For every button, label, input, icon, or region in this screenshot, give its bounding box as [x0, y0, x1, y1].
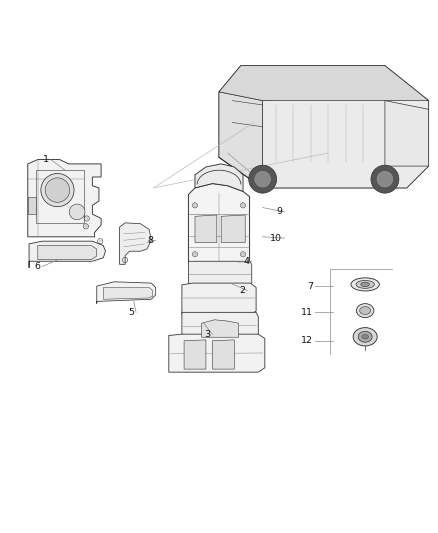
Polygon shape [188, 183, 250, 262]
Circle shape [371, 165, 399, 193]
Ellipse shape [358, 332, 372, 342]
Ellipse shape [351, 278, 379, 291]
Polygon shape [219, 66, 428, 101]
Circle shape [45, 178, 70, 203]
Circle shape [192, 252, 198, 257]
Text: 9: 9 [276, 207, 283, 216]
Text: 7: 7 [307, 281, 313, 290]
Text: 3: 3 [204, 330, 210, 338]
Ellipse shape [353, 328, 377, 346]
Polygon shape [212, 340, 234, 369]
Polygon shape [29, 241, 106, 268]
Polygon shape [184, 340, 206, 369]
Text: 4: 4 [244, 257, 250, 266]
Polygon shape [188, 261, 252, 286]
Polygon shape [120, 223, 151, 264]
Circle shape [240, 203, 246, 208]
Text: 6: 6 [34, 262, 40, 271]
Polygon shape [263, 92, 428, 188]
Polygon shape [97, 282, 155, 304]
Polygon shape [169, 334, 265, 372]
Ellipse shape [362, 335, 368, 339]
Polygon shape [385, 101, 428, 166]
Circle shape [240, 252, 246, 257]
Polygon shape [201, 320, 239, 337]
Text: 5: 5 [128, 308, 134, 317]
Polygon shape [28, 159, 101, 237]
Circle shape [69, 204, 85, 220]
Circle shape [192, 203, 198, 208]
Polygon shape [182, 283, 256, 314]
Ellipse shape [357, 304, 374, 318]
Polygon shape [219, 92, 263, 188]
Circle shape [255, 171, 271, 187]
Polygon shape [221, 215, 245, 243]
Polygon shape [195, 164, 243, 191]
Text: 11: 11 [301, 308, 313, 317]
Polygon shape [103, 287, 152, 299]
Circle shape [249, 165, 277, 193]
Text: 1: 1 [43, 155, 49, 164]
Ellipse shape [356, 280, 374, 288]
Polygon shape [182, 312, 258, 338]
Polygon shape [195, 215, 217, 243]
Circle shape [377, 171, 393, 187]
Text: 2: 2 [239, 286, 245, 295]
Text: 12: 12 [301, 336, 313, 345]
Polygon shape [219, 66, 428, 188]
Ellipse shape [361, 282, 370, 287]
Circle shape [41, 174, 74, 207]
Text: 10: 10 [270, 233, 283, 243]
Text: 8: 8 [148, 236, 153, 245]
Ellipse shape [360, 306, 371, 314]
Polygon shape [38, 246, 97, 260]
Polygon shape [28, 197, 35, 214]
